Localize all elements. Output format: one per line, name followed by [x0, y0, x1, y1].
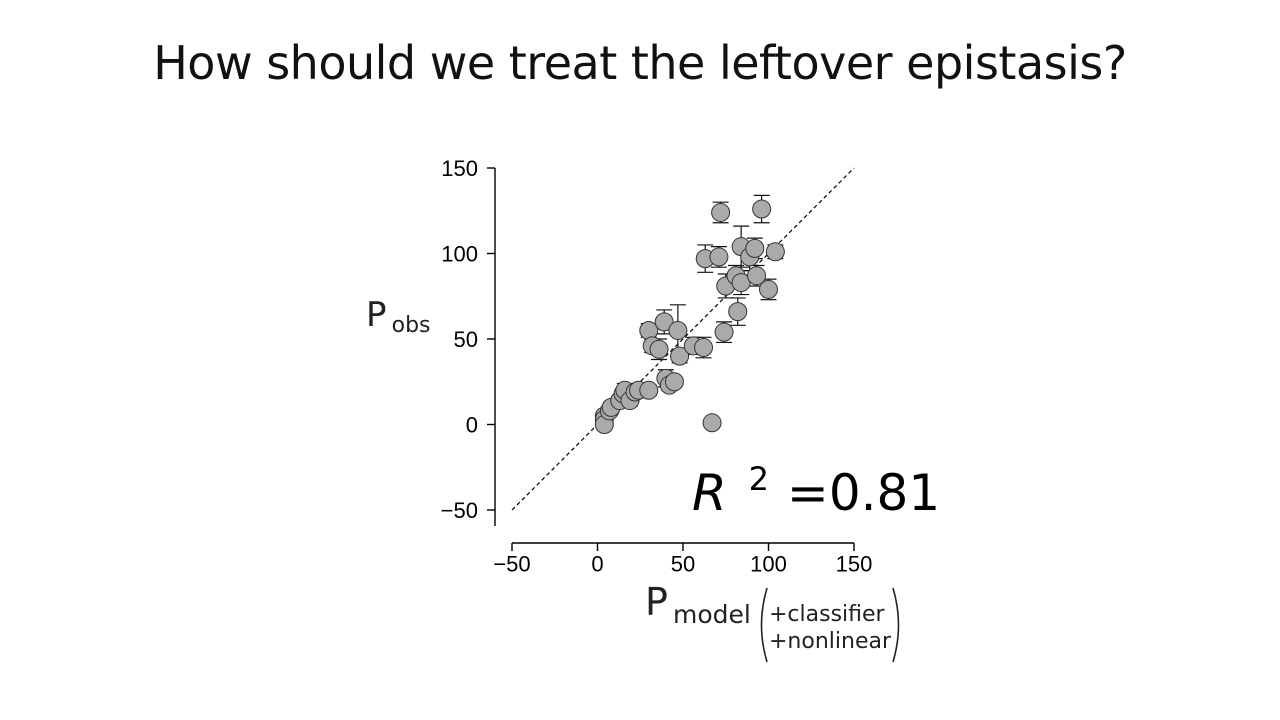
data-point: [670, 346, 690, 366]
data-point: [702, 413, 722, 433]
error-bars-group: [601, 194, 784, 415]
y-tick-label: 0: [466, 413, 478, 438]
slide-title: How should we treat the leftover epistas…: [153, 36, 1127, 90]
y-tick-label: 150: [441, 156, 478, 181]
data-point: [745, 238, 765, 258]
data-point: [759, 279, 778, 299]
x-tick-label: 100: [750, 552, 787, 577]
x-axis-paren-line1: +classifier: [769, 602, 886, 627]
data-point: [747, 266, 767, 286]
data-point: [709, 247, 729, 267]
y-tick-label: 100: [441, 242, 478, 267]
data-point: [765, 242, 785, 262]
y-axis-title: P obs: [366, 295, 431, 338]
x-axis-title-sub: model: [673, 600, 751, 629]
identity-line: [511, 167, 855, 511]
right-paren: [892, 587, 900, 663]
y-axis-title-sub: obs: [392, 313, 431, 338]
svg-text:P model: P model: [645, 580, 751, 629]
r-symbol: R: [692, 464, 727, 522]
x-tick-label: 150: [836, 552, 873, 577]
x-tick-label: −50: [493, 552, 530, 577]
x-tick-label: 50: [671, 552, 695, 577]
x-axis-paren-line2: +nonlinear: [769, 629, 892, 654]
y-axis-title-main: P: [366, 295, 387, 335]
r-value: =0.81: [787, 464, 940, 522]
r-squared-annotation: R 2 =0.81: [692, 444, 940, 522]
y-tick-label: −50: [441, 498, 478, 523]
x-ticks-group: −50 0 50 100 150: [493, 543, 872, 577]
data-point: [654, 312, 674, 332]
left-paren: [760, 587, 768, 663]
x-axis-title: P model +classifier +nonlinear: [645, 580, 900, 663]
data-point: [668, 320, 688, 340]
data-point: [664, 372, 684, 392]
data-point: [649, 339, 669, 359]
y-tick-label: 50: [454, 327, 478, 352]
r-superscript: 2: [749, 460, 769, 498]
data-point: [639, 380, 659, 400]
y-ticks-group: −50 0 50 100 150: [441, 156, 495, 523]
data-point: [728, 302, 748, 322]
data-point: [752, 199, 772, 219]
data-point: [694, 338, 714, 358]
x-tick-label: 0: [591, 552, 603, 577]
data-point: [714, 322, 734, 342]
data-point: [711, 202, 731, 222]
x-axis-title-main: P: [645, 580, 668, 624]
points-group: [594, 199, 785, 434]
